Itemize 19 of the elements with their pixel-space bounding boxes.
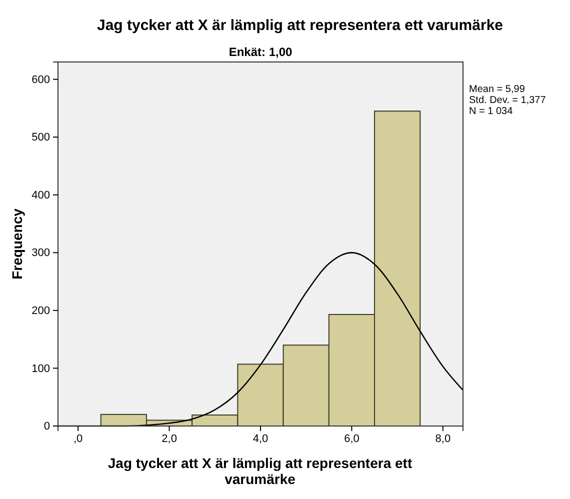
x-tick-label: 8,0: [435, 432, 451, 445]
y-tick-label: 500: [32, 132, 50, 144]
x-tick-label: 6,0: [344, 432, 360, 445]
y-tick-label: 100: [32, 362, 50, 375]
text: N = 1 034: [469, 106, 514, 117]
y-axis-title: Frequency: [9, 208, 25, 280]
y-tick-label: 0: [44, 420, 50, 433]
y-tick-label: 200: [32, 304, 50, 317]
chart-title: Jag tycker att X är lämplig att representera ett varumärke: [96, 17, 504, 34]
x-tick-label: 4,0: [252, 432, 268, 445]
y-tick-label: 600: [32, 74, 50, 86]
y-tick-label: 400: [32, 189, 50, 202]
y-tick-label: 300: [32, 247, 50, 260]
x-axis-title: Jag tycker att X är lämplig att representera ett varumärke: [108, 455, 412, 487]
x-tick-label: 2,0: [162, 432, 177, 445]
text: Std. Dev. = 1,377: [469, 95, 546, 106]
chart-subtitle: Enkät: 1,00: [228, 45, 292, 59]
x-tick-label: ,0: [73, 432, 83, 445]
text: Mean = 5,99: [469, 84, 526, 95]
